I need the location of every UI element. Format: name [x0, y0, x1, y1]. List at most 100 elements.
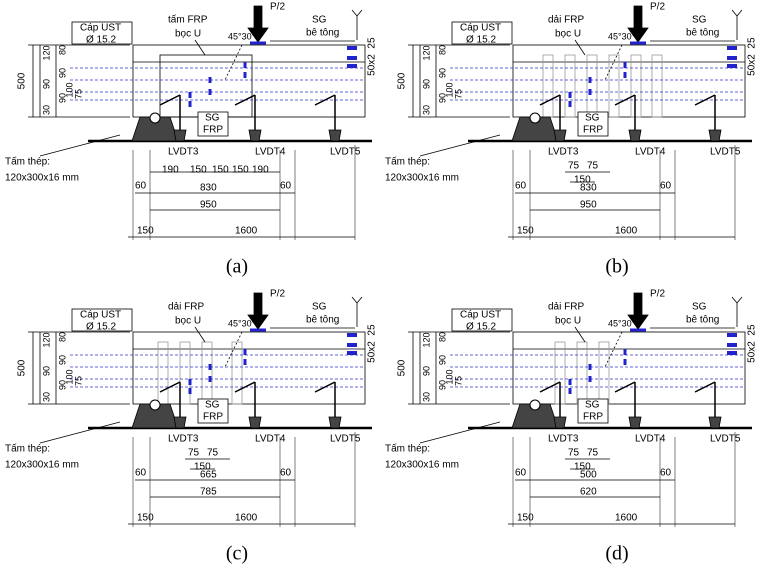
strain-gauge — [347, 351, 357, 355]
dimension: 90 — [57, 93, 67, 103]
dimension: 150 — [574, 462, 591, 473]
dimension: 100 — [444, 369, 454, 384]
strain-gauge — [568, 388, 572, 394]
strain-gauge — [727, 46, 737, 50]
label: Ø 15.2 — [86, 322, 116, 333]
strain-gauge — [568, 379, 572, 385]
label: LVDT5 — [330, 147, 361, 158]
dimension: 90 — [57, 68, 67, 78]
frp-strip — [564, 54, 576, 118]
dimension: 75 — [188, 448, 200, 459]
load-arrow — [627, 292, 649, 330]
roller — [529, 112, 541, 124]
panel-label: (c) — [226, 543, 248, 565]
dimension: 120 — [421, 332, 431, 347]
strain-gauge — [347, 56, 357, 60]
strain-gauge — [243, 349, 247, 355]
sg-symbol — [351, 296, 363, 327]
label: Tấm thép: — [385, 156, 430, 168]
strain-gauge — [588, 364, 592, 370]
dimension: 150 — [190, 165, 207, 176]
dimension: 60 — [515, 468, 527, 479]
label: 500 — [397, 72, 408, 89]
dimension: 50x2 — [367, 54, 378, 76]
dimension: 665 — [200, 470, 217, 481]
line — [194, 39, 206, 56]
dimension: 50x2 — [747, 341, 758, 363]
lvdt-base — [708, 129, 722, 142]
strain-gauge — [623, 62, 627, 68]
label: dải FRP — [548, 15, 584, 26]
label: FRP — [583, 412, 603, 423]
dimension: 120 — [421, 45, 431, 60]
label: LVDT3 — [168, 434, 199, 445]
line — [574, 39, 586, 56]
strain-gauge — [347, 64, 357, 68]
label: FRP — [203, 125, 223, 136]
label: bọc U — [555, 29, 581, 40]
strain-gauge — [188, 379, 192, 385]
label: 45°30° — [228, 31, 256, 41]
strain-gauge — [588, 77, 592, 83]
frp-strip — [542, 54, 554, 118]
label: LVDT4 — [255, 147, 286, 158]
strain-gauge — [568, 92, 572, 98]
lvdt-base — [173, 416, 187, 429]
label: Tấm thép: — [5, 156, 50, 168]
line — [314, 94, 336, 106]
dimension: 25 — [747, 37, 758, 49]
strain-gauge — [727, 343, 737, 347]
label: SG — [692, 302, 707, 313]
dimension: 60 — [515, 181, 527, 192]
line — [419, 134, 501, 157]
strain-gauge — [568, 101, 572, 107]
dimension: 30 — [41, 392, 51, 402]
lvdt-base — [708, 416, 722, 429]
dimension: 60 — [280, 468, 292, 479]
dimension: 1600 — [615, 226, 638, 237]
dimension: 25 — [367, 37, 378, 49]
dimension: 60 — [135, 468, 147, 479]
dimension: 150 — [574, 175, 591, 186]
line — [694, 94, 716, 106]
label: FRP — [203, 412, 223, 423]
label: bọc U — [555, 316, 581, 327]
label: SG — [312, 15, 327, 26]
dimension: 60 — [280, 181, 292, 192]
line — [234, 94, 256, 106]
label: Ø 15.2 — [466, 35, 496, 46]
label: SG — [585, 113, 600, 124]
dimension: 950 — [200, 200, 217, 211]
dimension: 80 — [437, 45, 447, 55]
dimension: 90 — [437, 68, 447, 78]
frp-strip — [201, 341, 213, 405]
dimension: 830 — [580, 183, 597, 194]
label: SG — [205, 400, 220, 411]
dimension: 90 — [57, 355, 67, 365]
label: SG — [205, 113, 220, 124]
dimension: 150 — [137, 226, 154, 237]
sg-symbol — [731, 296, 743, 327]
line — [419, 421, 501, 444]
strain-gauge — [347, 343, 357, 347]
label: 120x300x16 mm — [5, 460, 79, 471]
label: bê tông — [686, 315, 719, 326]
frp-strip — [576, 341, 588, 405]
dimension: 50x2 — [367, 341, 378, 363]
label: Ø 15.2 — [86, 35, 116, 46]
label: bê tông — [686, 28, 719, 39]
label: LVDT4 — [255, 434, 286, 445]
label: Cáp UST — [460, 23, 501, 34]
sg-symbol — [731, 9, 743, 40]
label: SG — [312, 302, 327, 313]
dimension: 1600 — [235, 513, 258, 524]
line — [224, 44, 243, 81]
panel-label: (a) — [226, 256, 248, 278]
dimension: 620 — [580, 487, 597, 498]
label: LVDT5 — [710, 434, 741, 445]
lvdt-base — [628, 416, 642, 429]
label: P/2 — [650, 289, 665, 300]
line — [224, 331, 243, 368]
